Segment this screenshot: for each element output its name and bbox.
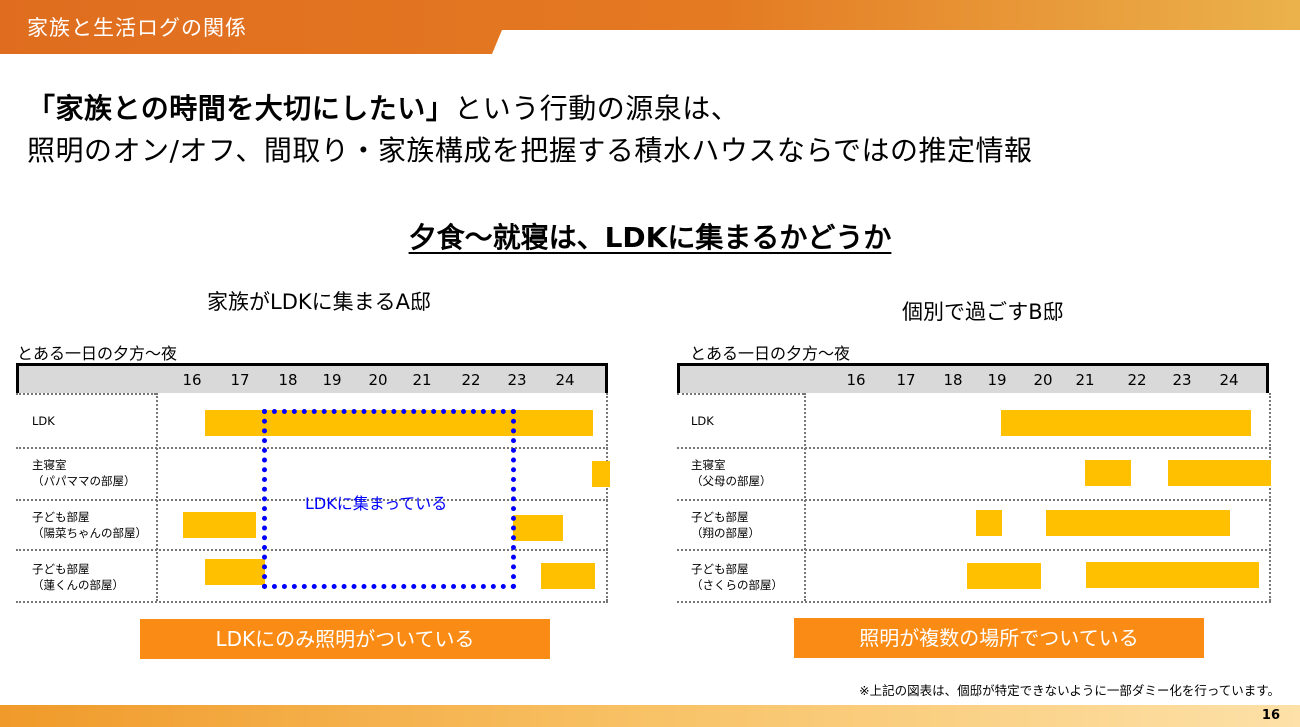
right-chart-caption: とある一日の夕方～夜 [690,344,851,363]
row-label-ldk: LDK [691,414,714,428]
headline-quote: 「家族との時間を大切にしたい」 [27,92,455,125]
tick: 19 [322,371,342,389]
header-cut-decoration [492,30,1300,54]
gridline [156,393,158,601]
tick: 17 [230,371,250,389]
bar-master-bedroom [1168,460,1271,486]
bar-child-room-2 [967,563,1041,589]
footer-bar [0,705,1300,727]
row-label-child-room-2: 子ども部屋 （蓮くんの部屋） [32,562,124,592]
headline: 「家族との時間を大切にしたい」という行動の源泉は、 照明のオン/オフ、間取り・家… [27,88,1032,172]
time-axis-header: 16 17 18 19 20 21 22 23 24 [16,363,608,393]
gridline [677,393,804,395]
gridline [16,499,608,501]
tick: 24 [1219,371,1239,389]
gridline [16,393,156,395]
tick: 23 [1172,371,1192,389]
headline-line2: 照明のオン/オフ、間取り・家族構成を把握する積水ハウスならではの推定情報 [27,134,1033,167]
row-label-ldk: LDK [32,414,55,428]
right-chart: 16 17 18 19 20 21 22 23 24 LDK 主寝室 （父母の部屋… [677,363,1271,603]
tick: 18 [278,371,298,389]
tick: 17 [896,371,916,389]
gridline [16,549,608,551]
subheading: 夕食～就寝は、LDKに集まるかどうか [408,221,892,254]
slide-title: 家族と生活ログの関係 [27,16,247,40]
gridline [804,393,806,601]
tick: 22 [461,371,481,389]
time-axis-header: 16 17 18 19 20 21 22 23 24 [677,363,1269,393]
tick: 24 [555,371,575,389]
bar-child-room-1 [1046,510,1230,536]
row-label-child-room-2: 子ども部屋 （さくらの部屋） [691,562,783,592]
tick: 23 [507,371,527,389]
row-label-child-room-1: 子ども部屋 （陽菜ちゃんの部屋） [32,510,147,540]
tick: 18 [943,371,963,389]
page-number: 16 [1261,708,1280,723]
bar-master-bedroom [592,461,610,487]
footnote: ※上記の図表は、個邸が特定できないように一部ダミー化を行っています。 [859,683,1280,698]
gridline [677,549,1271,551]
gridline [606,393,608,601]
bar-child-room-1 [183,512,256,538]
gridline [677,499,1271,501]
bar-child-room-2 [205,559,265,585]
ldk-gathering-highlight [262,409,516,589]
bar-child-room-2 [541,563,595,589]
gridline [677,447,1271,449]
left-summary-banner: LDKにのみ照明がついている [140,619,550,659]
tick: 21 [412,371,432,389]
headline-line1-rest: という行動の源泉は、 [454,92,740,125]
right-chart-title: 個別で過ごすB邸 [902,300,1064,324]
tick: 16 [846,371,866,389]
bar-child-room-1 [976,510,1002,536]
left-chart-caption: とある一日の夕方～夜 [17,344,178,363]
left-chart: 16 17 18 19 20 21 22 23 24 LDK 主寝室 （パパママの… [16,363,610,603]
bar-ldk [205,410,593,436]
gridline [16,447,608,449]
row-label-master-bedroom: 主寝室 （父母の部屋） [691,458,772,488]
row-label-child-room-1: 子ども部屋 （翔の部屋） [691,510,760,540]
bar-master-bedroom [1085,460,1131,486]
row-label-master-bedroom: 主寝室 （パパママの部屋） [32,458,136,488]
right-summary-banner: 照明が複数の場所でついている [794,618,1204,658]
bar-ldk [1001,410,1251,436]
gridline [16,601,608,603]
bar-child-room-1 [513,515,563,541]
bar-child-room-2 [1086,562,1259,588]
gridline [1269,393,1271,601]
ldk-gathering-label: LDKに集まっている [305,494,448,513]
tick: 16 [182,371,202,389]
gridline [677,601,1271,603]
tick: 20 [368,371,388,389]
tick: 21 [1075,371,1095,389]
left-chart-title: 家族がLDKに集まるA邸 [207,290,432,314]
tick: 22 [1127,371,1147,389]
tick: 19 [987,371,1007,389]
tick: 20 [1033,371,1053,389]
